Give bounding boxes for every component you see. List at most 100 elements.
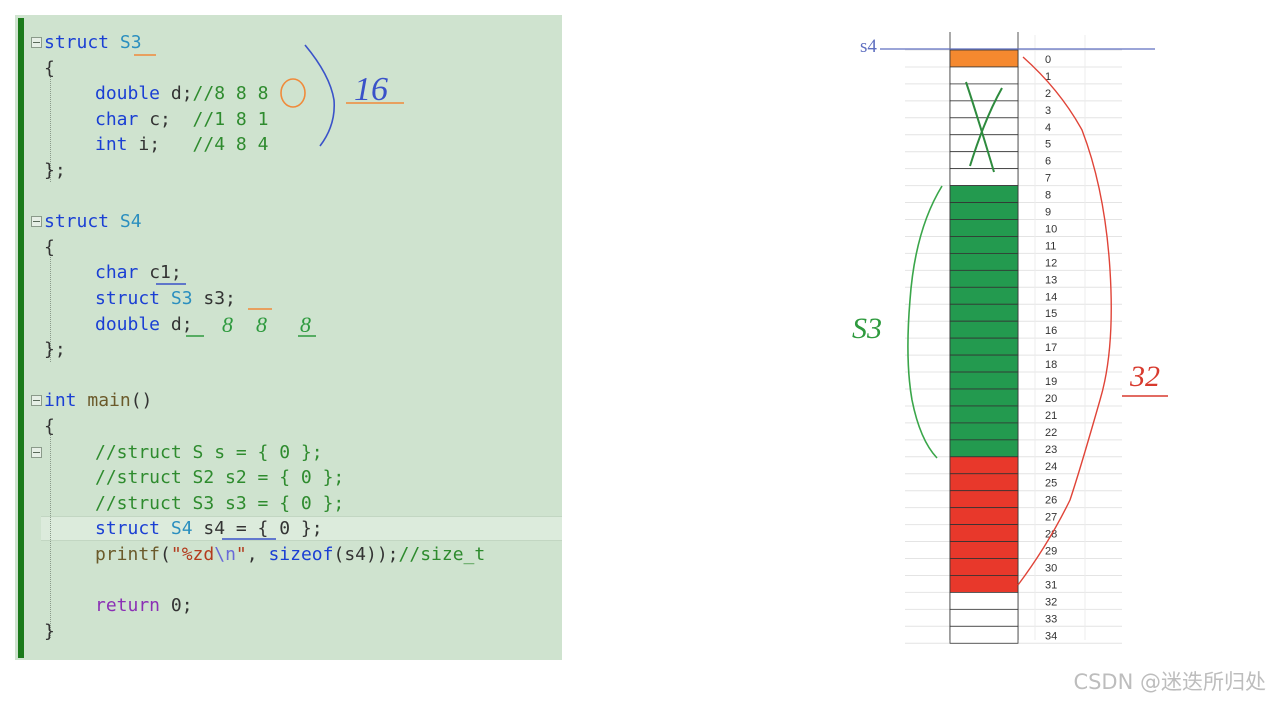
d-align-mark-2: 8 — [256, 312, 267, 337]
code-token: { — [44, 57, 55, 79]
code-token: return — [95, 595, 171, 617]
memory-byte-cell — [949, 388, 1019, 407]
memory-byte-cell — [949, 439, 1019, 458]
byte-offset-label: 25 — [1045, 478, 1057, 490]
code-token: s4 = { 0 }; — [203, 518, 323, 540]
code-token: printf — [95, 544, 161, 565]
indent-guide — [50, 255, 52, 362]
code-token: struct — [44, 211, 120, 233]
code-token: S4 — [119, 211, 142, 233]
memory-byte-cell — [949, 320, 1019, 339]
code-token: "%zd — [170, 544, 215, 565]
memory-byte-cell — [949, 151, 1019, 170]
byte-offset-label: 1 — [1045, 71, 1051, 83]
byte-offset-label: 32 — [1045, 596, 1057, 608]
code-text: return 0; — [95, 593, 193, 619]
code-editor[interactable]: struct S3{double d;//8 8 8 char c; //1 8 … — [15, 15, 562, 660]
memory-byte-cell — [949, 185, 1019, 203]
code-token: , — [246, 544, 269, 565]
code-token: char — [95, 108, 150, 130]
code-token: //struct S s = { 0 }; — [95, 441, 323, 463]
code-text: { — [44, 235, 55, 261]
memory-byte-cell — [949, 575, 1019, 593]
memory-byte-cell — [949, 219, 1019, 237]
code-token: }; — [44, 160, 66, 181]
max-align-circle — [280, 78, 306, 108]
code-token: struct — [95, 518, 171, 540]
byte-offset-label: 7 — [1045, 173, 1051, 185]
byte-offset-label: 30 — [1045, 562, 1057, 574]
fold-toggle-icon[interactable] — [31, 446, 42, 458]
code-token: double — [95, 313, 171, 335]
code-token: S4 — [170, 518, 204, 540]
code-text: //struct S2 s2 = { 0 }; — [95, 465, 344, 491]
byte-offset-label: 21 — [1045, 410, 1057, 422]
code-token: { — [44, 416, 55, 437]
memory-byte-cell — [949, 83, 1019, 102]
code-token: c1; — [149, 262, 182, 284]
padding-cross-mark — [965, 81, 1003, 173]
byte-offset-label: 26 — [1045, 495, 1057, 507]
memory-byte-cell — [949, 490, 1019, 509]
code-text: { — [44, 414, 55, 440]
code-text: struct S4 — [44, 209, 142, 235]
code-token: { — [44, 236, 55, 258]
code-text: char c; //1 8 1 — [95, 107, 268, 133]
memory-byte-cell — [949, 422, 1019, 441]
byte-offset-label: 31 — [1045, 579, 1057, 591]
code-text: //struct S s = { 0 }; — [95, 440, 323, 466]
memory-byte-cell — [949, 337, 1019, 356]
byte-offset-label: 9 — [1045, 207, 1051, 219]
code-token: main — [87, 390, 131, 412]
code-text: }; — [44, 337, 66, 363]
watermark: CSDN @迷迭所归处 — [1073, 670, 1266, 694]
breakpoint-margin — [18, 18, 24, 658]
code-token: s3; — [203, 288, 236, 309]
s3-brace — [907, 185, 943, 459]
memory-byte-cell — [949, 473, 1019, 492]
code-token: \n — [214, 544, 236, 565]
s3-brace-label: S3 — [852, 312, 882, 345]
code-token: d; — [170, 313, 193, 335]
memory-byte-cell — [949, 100, 1019, 119]
code-token: //struct S3 s3 = { 0 }; — [95, 492, 345, 514]
d-align-mark-1: 8 — [222, 312, 233, 337]
memory-byte-cell — [949, 524, 1019, 542]
memory-byte-cell — [949, 371, 1019, 390]
code-token: //struct S2 s2 = { 0 }; — [95, 467, 345, 489]
code-token: ( — [160, 544, 171, 565]
code-text: char c1; — [95, 260, 182, 286]
code-text: struct S3 s3; — [95, 286, 236, 312]
code-token: i; — [138, 134, 193, 156]
memory-byte-cell — [949, 558, 1019, 576]
memory-byte-cell — [949, 456, 1019, 475]
code-token: //1 8 1 — [192, 108, 269, 130]
code-text: int i; //4 8 4 — [95, 132, 268, 158]
memory-byte-cell — [949, 405, 1019, 424]
fold-toggle-icon[interactable] — [31, 37, 42, 48]
code-text: double d; — [95, 312, 193, 338]
code-text: double d;//8 8 8 — [95, 81, 268, 107]
fold-toggle-icon[interactable] — [31, 395, 42, 407]
code-text: int main() — [44, 388, 152, 414]
byte-offset-label: 0 — [1045, 54, 1051, 66]
byte-offset-label: 10 — [1045, 223, 1057, 235]
current-line-highlight — [41, 516, 562, 541]
memory-byte-cell — [949, 168, 1019, 186]
byte-offset-label: 34 — [1045, 630, 1057, 642]
byte-offset-label: 15 — [1045, 308, 1057, 320]
fold-toggle-icon[interactable] — [31, 216, 42, 228]
byte-offset-label: 18 — [1045, 359, 1057, 371]
memory-byte-cell — [949, 202, 1019, 220]
code-token: int — [95, 134, 139, 156]
code-token: //size_t — [398, 544, 486, 565]
byte-offset-label: 8 — [1045, 190, 1051, 202]
code-token: //8 8 8 — [192, 83, 269, 105]
memory-byte-cell — [949, 269, 1019, 288]
code-token: struct — [44, 32, 120, 53]
s3-size-label: 16 — [354, 71, 388, 108]
code-token: //4 8 4 — [192, 134, 269, 156]
byte-offset-label: 19 — [1045, 376, 1057, 388]
byte-offset-label: 3 — [1045, 105, 1051, 117]
code-token: S3 — [170, 288, 204, 309]
